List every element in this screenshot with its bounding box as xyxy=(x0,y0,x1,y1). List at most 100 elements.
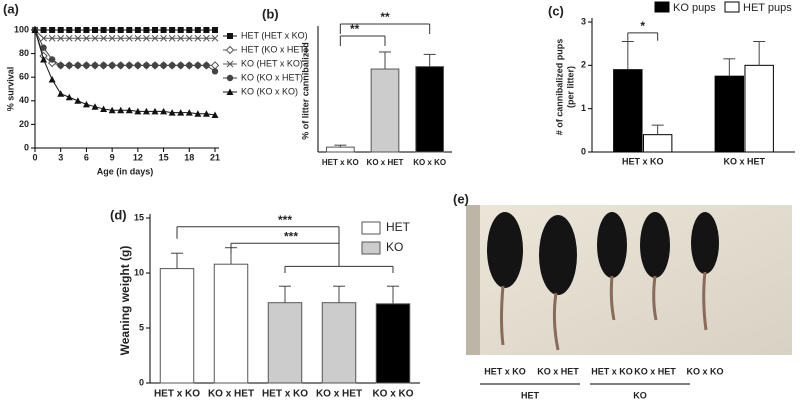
legend-swatch xyxy=(724,1,740,13)
y-tick-label: 5 xyxy=(139,322,144,332)
legend-swatch xyxy=(654,1,670,13)
x-tick-label: KO x HET xyxy=(208,389,254,400)
legend-label: KO xyxy=(386,240,403,254)
bar xyxy=(375,303,411,384)
marker xyxy=(126,62,133,69)
marker xyxy=(226,74,234,82)
legend-label: KO (KO x HET) xyxy=(241,72,303,82)
bar xyxy=(744,64,774,153)
photo-label: HET x KO xyxy=(591,366,633,376)
marker xyxy=(91,62,99,69)
x-tick-label: HET x KO xyxy=(154,389,200,400)
significance: * xyxy=(640,19,645,33)
marker xyxy=(226,60,234,68)
marker xyxy=(31,26,39,33)
marker xyxy=(177,27,184,33)
marker xyxy=(177,62,184,69)
marker xyxy=(109,27,116,33)
photo xyxy=(466,205,792,355)
marker xyxy=(108,34,116,42)
group-label: KO xyxy=(633,390,647,400)
marker xyxy=(134,34,142,42)
x-tick-label: HET x KO xyxy=(622,156,664,166)
group-label: HET xyxy=(521,390,540,400)
x-tick-label: KO x HET xyxy=(316,389,362,400)
bar xyxy=(321,302,357,384)
marker xyxy=(151,62,159,69)
marker xyxy=(117,34,125,42)
marker xyxy=(168,109,176,116)
marker xyxy=(143,62,150,69)
y-tick-label: 40 xyxy=(19,95,29,105)
y-axis-label: % of litter cannibalized xyxy=(300,42,310,140)
marker xyxy=(203,34,210,42)
marker xyxy=(40,56,48,63)
photo-label: HET x KO xyxy=(484,366,526,376)
bar xyxy=(267,302,303,384)
marker xyxy=(211,68,219,75)
marker xyxy=(203,27,210,33)
x-tick-label: KO x HET xyxy=(723,156,765,166)
marker xyxy=(143,34,150,42)
x-tick-label: HET x KO xyxy=(322,158,359,167)
marker xyxy=(212,27,218,33)
y-tick-label: 15 xyxy=(134,212,144,222)
marker xyxy=(151,34,159,42)
marker xyxy=(151,107,159,115)
x-tick-label: KO x KO xyxy=(413,158,446,167)
y-tick-label: 0 xyxy=(24,142,29,152)
marker xyxy=(134,27,141,33)
marker xyxy=(48,56,56,63)
marker xyxy=(83,34,90,42)
marker xyxy=(57,90,65,97)
x-tick-label: 15 xyxy=(159,152,169,162)
marker xyxy=(108,106,116,114)
marker xyxy=(91,103,99,110)
x-tick-label: 21 xyxy=(210,152,220,162)
marker xyxy=(160,107,168,115)
marker xyxy=(226,88,234,95)
marker xyxy=(82,100,90,108)
y-tick-label: 100 xyxy=(14,24,29,34)
legend-label: HET pups xyxy=(743,2,792,14)
x-tick-label: 9 xyxy=(110,152,115,162)
y-axis-label: Weaning weight (g) xyxy=(118,246,132,356)
photo-label: KO x HET xyxy=(537,366,579,376)
x-tick-label: 12 xyxy=(133,152,143,162)
marker xyxy=(225,45,235,55)
bar xyxy=(325,146,355,153)
marker xyxy=(66,27,73,33)
x-tick-label: 3 xyxy=(58,152,63,162)
marker xyxy=(177,34,185,42)
x-axis-label: Age (in days) xyxy=(97,166,154,176)
marker xyxy=(160,62,167,69)
significance: *** xyxy=(278,213,292,227)
y-axis-label: % survival xyxy=(5,67,15,112)
marker xyxy=(168,34,176,42)
photo-label: KO x KO xyxy=(686,366,723,376)
marker xyxy=(91,34,99,42)
bar xyxy=(642,134,673,153)
marker xyxy=(143,27,150,33)
panel-letter: (d) xyxy=(110,207,127,222)
marker xyxy=(186,27,193,33)
y-tick-label: 60 xyxy=(19,72,29,82)
marker xyxy=(211,34,219,42)
marker xyxy=(142,107,150,115)
series-line xyxy=(34,29,216,116)
marker xyxy=(40,44,47,51)
panel-letter: (e) xyxy=(453,191,469,206)
marker xyxy=(194,110,202,117)
marker xyxy=(66,62,73,69)
y-tick-label: 0 xyxy=(581,146,586,156)
marker xyxy=(57,62,64,69)
legend-label: KO (KO x KO) xyxy=(241,86,298,96)
bar xyxy=(415,66,445,153)
significance: ** xyxy=(350,22,360,36)
x-tick-label: HET x KO xyxy=(262,389,308,400)
marker xyxy=(227,33,233,39)
marker xyxy=(185,109,193,116)
marker xyxy=(185,34,193,42)
marker xyxy=(74,34,82,42)
